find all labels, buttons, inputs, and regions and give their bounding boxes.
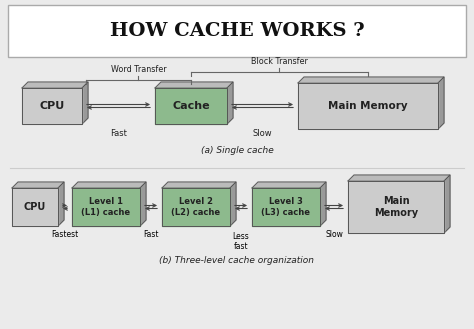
Polygon shape	[162, 188, 230, 226]
Polygon shape	[320, 182, 326, 226]
Polygon shape	[22, 88, 82, 124]
Polygon shape	[348, 181, 444, 233]
Polygon shape	[140, 182, 146, 226]
Text: (b) Three-level cache organization: (b) Three-level cache organization	[159, 256, 315, 265]
Text: (a) Single cache: (a) Single cache	[201, 146, 273, 155]
Polygon shape	[58, 182, 64, 226]
Text: Level 3
(L3) cache: Level 3 (L3) cache	[262, 197, 310, 217]
Polygon shape	[444, 175, 450, 233]
Text: CPU: CPU	[39, 101, 64, 111]
Polygon shape	[82, 82, 88, 124]
Text: Slow: Slow	[325, 230, 343, 239]
Polygon shape	[230, 182, 236, 226]
Text: Fast: Fast	[143, 230, 159, 239]
Text: Word Transfer: Word Transfer	[111, 65, 166, 74]
Polygon shape	[348, 175, 450, 181]
Polygon shape	[252, 182, 326, 188]
Polygon shape	[298, 83, 438, 129]
Text: Fast: Fast	[110, 129, 127, 138]
Text: Less
fast: Less fast	[233, 232, 249, 251]
Polygon shape	[72, 182, 146, 188]
Text: Slow: Slow	[253, 129, 272, 138]
Polygon shape	[252, 188, 320, 226]
Text: Fastest: Fastest	[51, 230, 79, 239]
Text: Cache: Cache	[172, 101, 210, 111]
Polygon shape	[12, 188, 58, 226]
Polygon shape	[162, 182, 236, 188]
Text: HOW CACHE WORKS ?: HOW CACHE WORKS ?	[109, 22, 365, 40]
Polygon shape	[155, 82, 233, 88]
Text: Main
Memory: Main Memory	[374, 196, 418, 218]
Polygon shape	[22, 82, 88, 88]
Polygon shape	[12, 182, 64, 188]
Polygon shape	[227, 82, 233, 124]
Text: Level 1
(L1) cache: Level 1 (L1) cache	[82, 197, 130, 217]
Polygon shape	[155, 88, 227, 124]
Text: Block Transfer: Block Transfer	[251, 57, 308, 66]
Text: Level 2
(L2) cache: Level 2 (L2) cache	[172, 197, 220, 217]
Polygon shape	[438, 77, 444, 129]
FancyBboxPatch shape	[8, 5, 466, 57]
Text: CPU: CPU	[24, 202, 46, 212]
Text: Main Memory: Main Memory	[328, 101, 408, 111]
Polygon shape	[298, 77, 444, 83]
Polygon shape	[72, 188, 140, 226]
